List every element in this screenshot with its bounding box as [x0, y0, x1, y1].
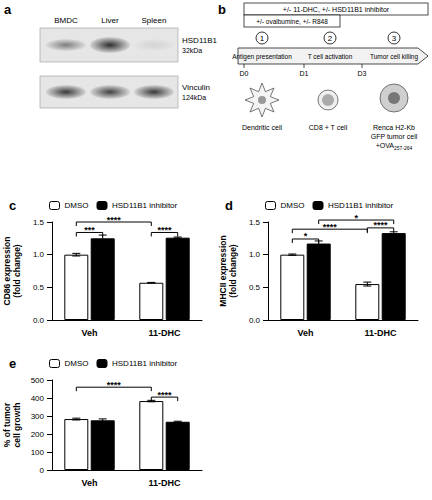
svg-text:Renca H2-Kb: Renca H2-Kb — [373, 124, 415, 131]
svg-text:DMSO: DMSO — [65, 359, 89, 368]
svg-text:d: d — [225, 198, 233, 213]
svg-text:D0: D0 — [240, 70, 249, 77]
svg-text:*: * — [304, 231, 308, 241]
svg-text:Dendritic cell: Dendritic cell — [242, 124, 283, 131]
svg-text:DMSO: DMSO — [281, 201, 305, 210]
svg-text:HSD11B1 inhibitor: HSD11B1 inhibitor — [328, 201, 394, 210]
svg-text:***: *** — [84, 225, 95, 235]
svg-text:b: b — [218, 2, 226, 17]
svg-text:500: 500 — [31, 376, 45, 385]
svg-text:D3: D3 — [358, 70, 367, 77]
svg-text:Antigen presentation: Antigen presentation — [232, 53, 292, 61]
svg-text:MHCII expression: MHCII expression — [218, 235, 228, 306]
svg-text:****: **** — [373, 220, 388, 230]
svg-text:(fold change): (fold change) — [12, 244, 22, 298]
svg-text:****: **** — [107, 215, 122, 225]
svg-text:1.5: 1.5 — [249, 218, 261, 227]
svg-text:100: 100 — [31, 448, 45, 457]
svg-text:****: **** — [323, 222, 338, 232]
svg-text:GFP tumor cell: GFP tumor cell — [371, 133, 418, 140]
svg-text:e: e — [9, 356, 16, 371]
svg-text:300: 300 — [31, 412, 45, 421]
svg-text:*: * — [354, 213, 358, 223]
svg-text:+/- ovalbumine, +/- R848: +/- ovalbumine, +/- R848 — [256, 18, 328, 25]
svg-text:CD8 + T cell: CD8 + T cell — [309, 124, 348, 131]
svg-text:T cell activation: T cell activation — [308, 53, 353, 60]
svg-text:0.0: 0.0 — [33, 316, 45, 325]
svg-text:****: **** — [157, 390, 172, 400]
svg-text:****: **** — [107, 380, 122, 390]
svg-text:Spleen: Spleen — [142, 16, 167, 25]
svg-text:Liver: Liver — [101, 16, 119, 25]
svg-text:Tumor cell killing: Tumor cell killing — [370, 53, 419, 61]
svg-text:DMSO: DMSO — [65, 201, 89, 210]
svg-text:1: 1 — [260, 34, 265, 43]
svg-text:a: a — [4, 2, 12, 17]
svg-text:HSD11B1 inhibitor: HSD11B1 inhibitor — [112, 359, 178, 368]
svg-text:3: 3 — [392, 34, 397, 43]
svg-text:D1: D1 — [300, 70, 309, 77]
svg-text:11-DHC: 11-DHC — [148, 478, 181, 488]
svg-text:0: 0 — [40, 466, 45, 475]
svg-text:+/- 11-DHC, +/- HSD11B1 inhibi: +/- 11-DHC, +/- HSD11B1 inhibitor — [283, 6, 390, 13]
svg-text:BMDC: BMDC — [54, 16, 78, 25]
svg-text:c: c — [9, 198, 16, 213]
svg-text:cell growth: cell growth — [12, 403, 22, 448]
svg-text:1.5: 1.5 — [33, 218, 45, 227]
svg-text:(fold change): (fold change) — [228, 244, 238, 298]
svg-text:Veh: Veh — [297, 328, 313, 338]
svg-text:11-DHC: 11-DHC — [364, 328, 397, 338]
svg-text:1.0: 1.0 — [33, 250, 45, 259]
svg-text:Vinculin: Vinculin — [182, 83, 210, 92]
svg-text:% of tumor: % of tumor — [2, 402, 12, 447]
svg-text:0.0: 0.0 — [249, 316, 261, 325]
svg-text:400: 400 — [31, 394, 45, 403]
svg-text:0.5: 0.5 — [249, 283, 261, 292]
svg-text:HSD11B1 inhibitor: HSD11B1 inhibitor — [112, 201, 178, 210]
svg-text:Veh: Veh — [81, 478, 97, 488]
svg-text:11-DHC: 11-DHC — [148, 328, 181, 338]
svg-text:+OVA257-264: +OVA257-264 — [376, 142, 413, 151]
svg-text:Veh: Veh — [81, 328, 97, 338]
svg-text:CD86 expression: CD86 expression — [2, 237, 12, 306]
svg-text:200: 200 — [31, 430, 45, 439]
svg-text:****: **** — [157, 225, 172, 235]
svg-text:HSD11B1: HSD11B1 — [182, 36, 218, 45]
svg-text:32kDa: 32kDa — [182, 47, 202, 54]
svg-text:1.0: 1.0 — [249, 250, 261, 259]
svg-text:0.5: 0.5 — [33, 283, 45, 292]
svg-text:124kDa: 124kDa — [182, 94, 206, 101]
svg-text:2: 2 — [328, 34, 333, 43]
